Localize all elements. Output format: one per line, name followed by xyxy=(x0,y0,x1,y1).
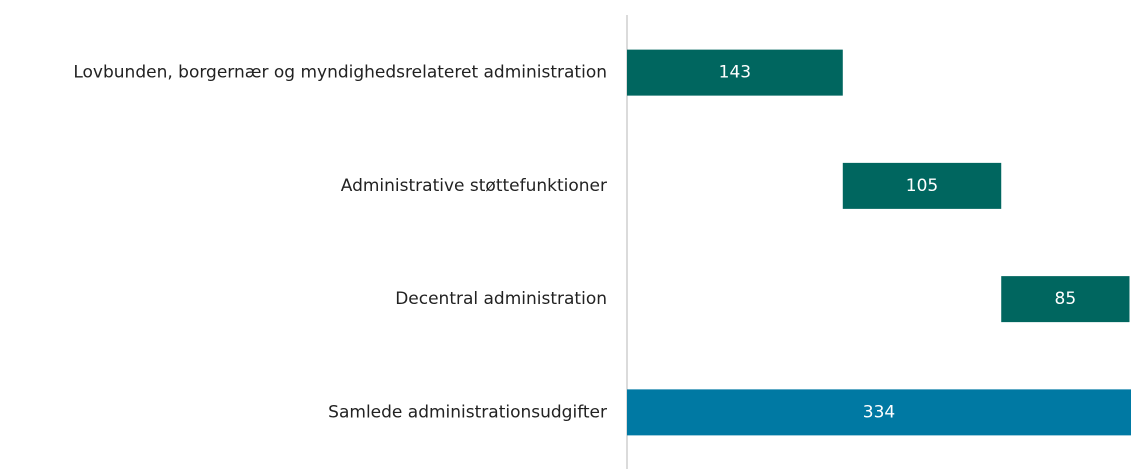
bar xyxy=(1001,276,1130,323)
value-label: 334 xyxy=(863,402,895,422)
category-label: Samlede administrationsudgifter xyxy=(328,402,607,422)
category-label: Decentral administration xyxy=(395,289,607,309)
bar xyxy=(627,389,1131,436)
bar xyxy=(842,162,1002,209)
category-label: Lovbunden, borgernær og myndighedsrelate… xyxy=(73,63,607,83)
value-label: 105 xyxy=(906,176,938,196)
value-label: 143 xyxy=(719,63,751,83)
category-label: Administrative støttefunktioner xyxy=(341,176,607,196)
bar xyxy=(627,49,843,96)
value-label: 85 xyxy=(1055,289,1077,309)
